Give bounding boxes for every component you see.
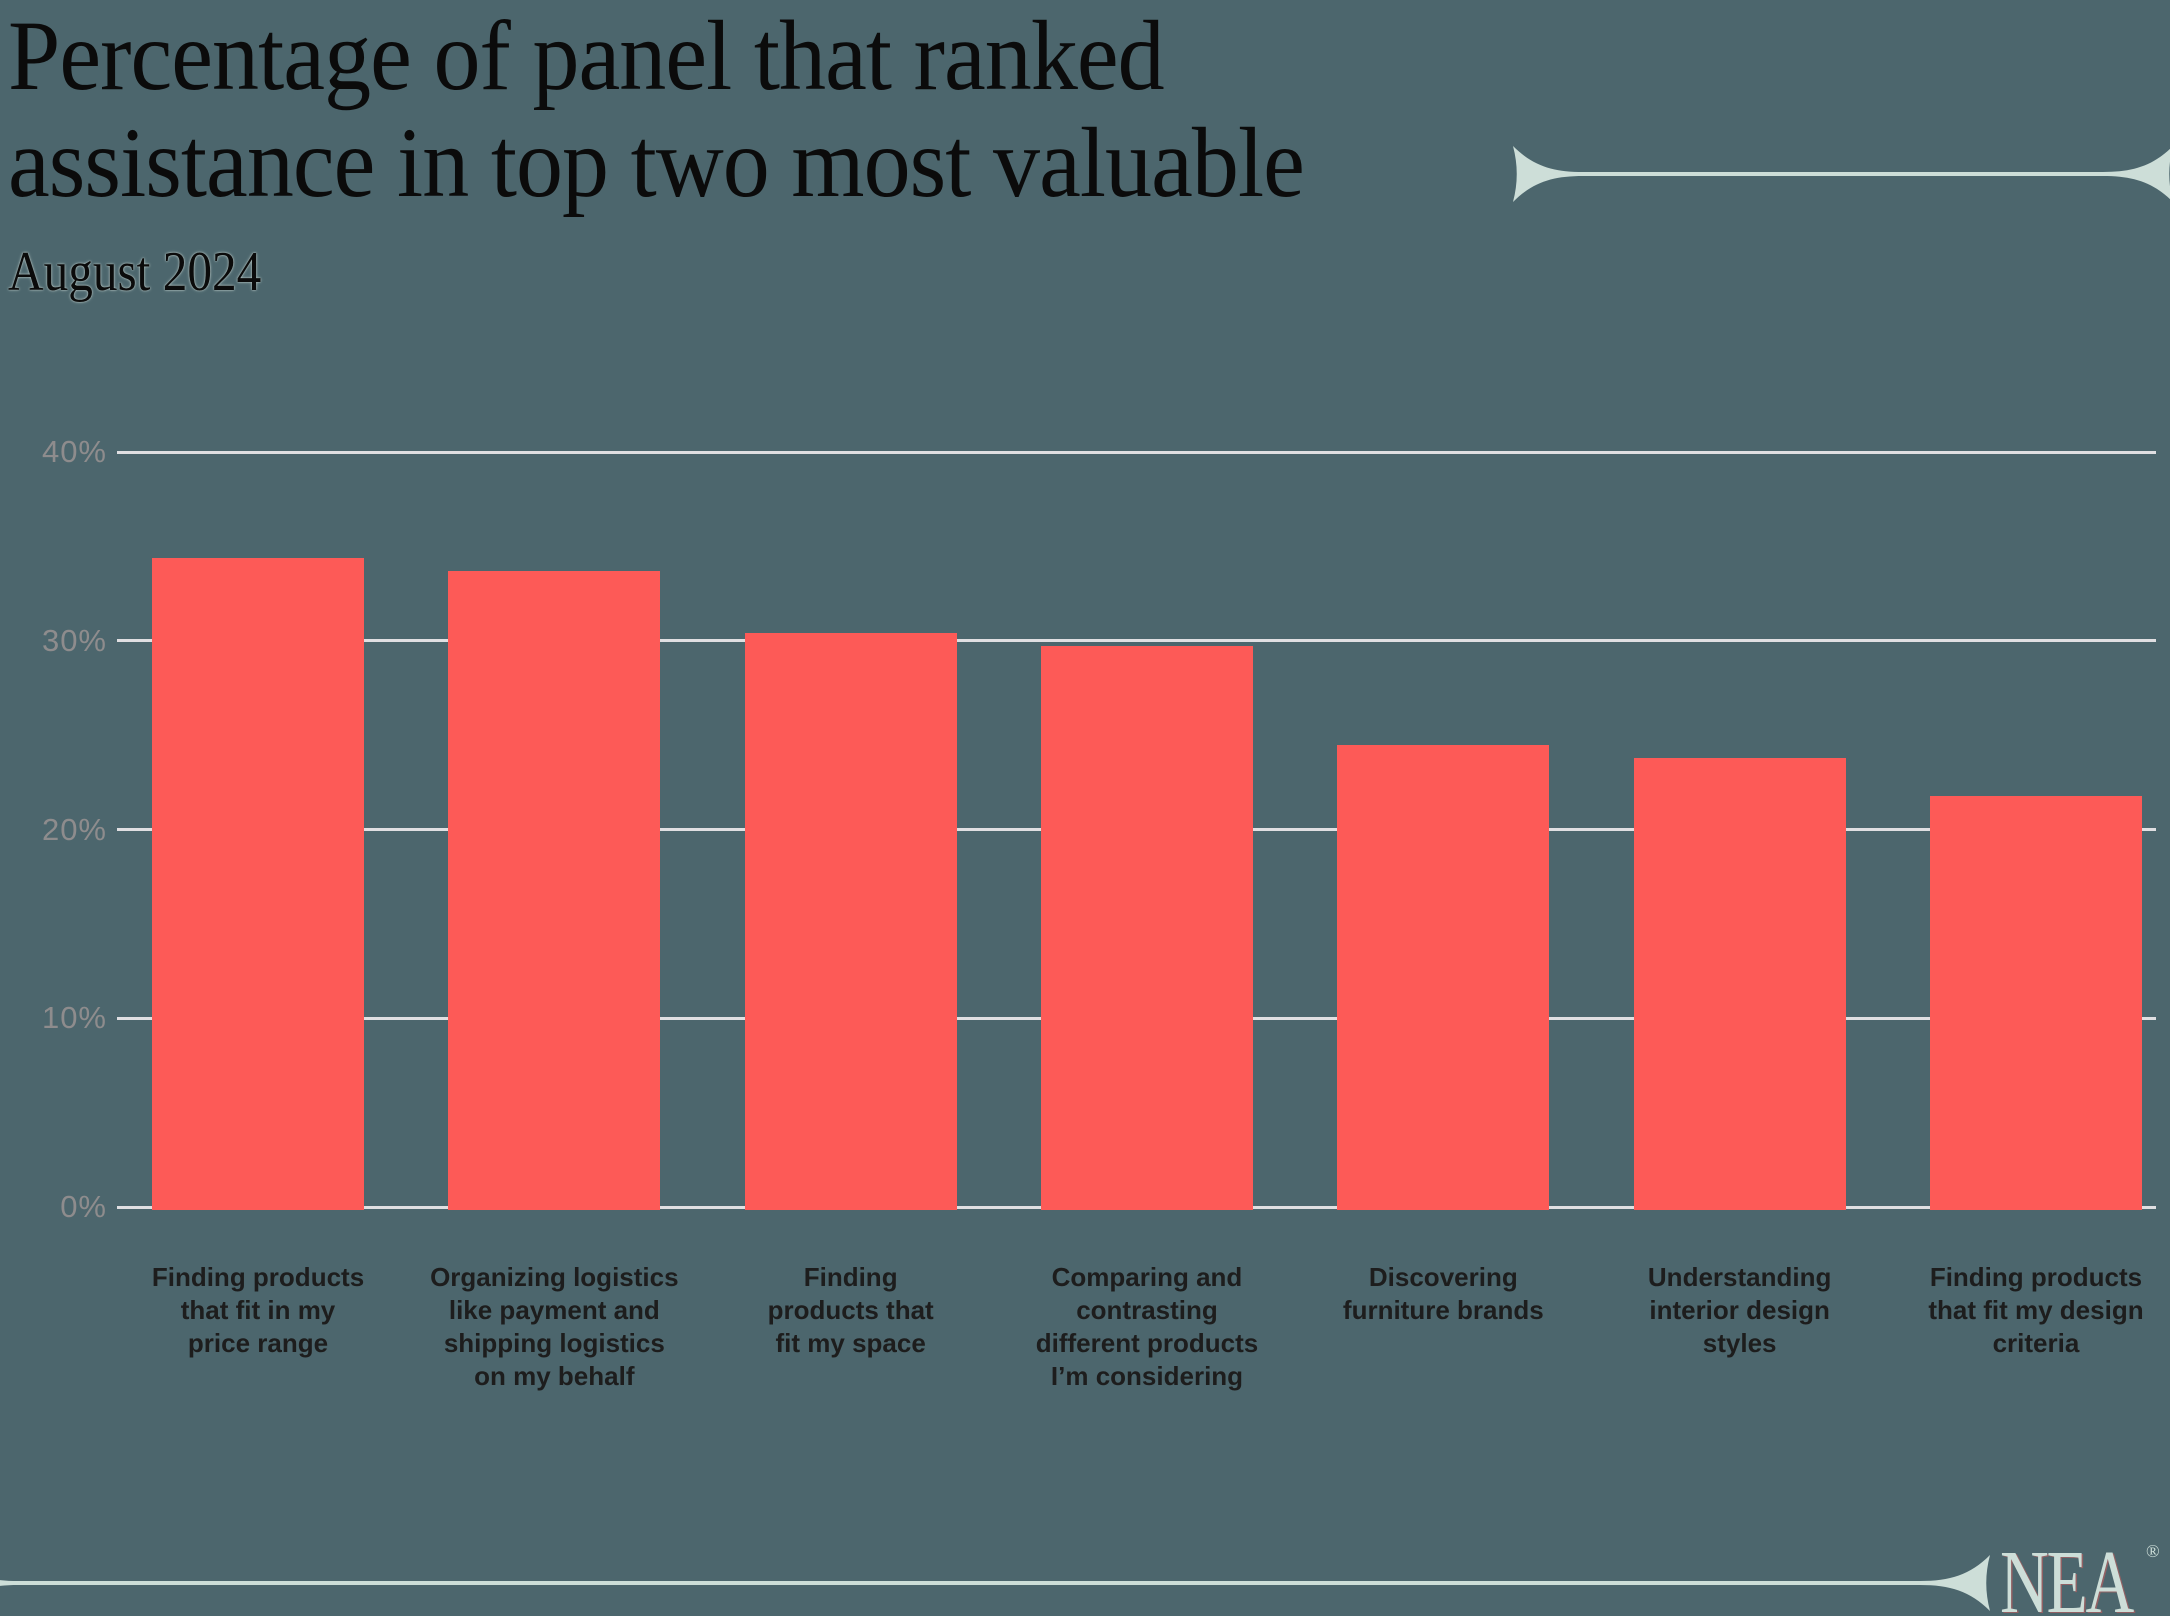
rule-flare-icon — [0, 1580, 18, 1586]
title-divider-rule — [1572, 172, 2106, 176]
rule-flare-icon — [1920, 1555, 1990, 1611]
gridline-30% — [117, 639, 2156, 643]
x-axis-category-label: Organizing logistics like payment and sh… — [430, 1262, 679, 1391]
nea-logo: NEA — [2000, 1533, 2134, 1616]
x-axis-category-label: Finding products that fit my space — [767, 1262, 934, 1358]
x-axis-category-label: Understanding interior design styles — [1647, 1262, 1832, 1358]
y-axis-tick-label: 30% — [41, 622, 107, 658]
chart-subtitle: August 2024 — [8, 241, 262, 303]
bar-2 — [448, 570, 661, 1210]
chart-title-line-2: assistance in top two most valuable — [8, 107, 1305, 218]
bar-4 — [1040, 646, 1253, 1210]
x-axis-category-label: Finding products that fit in my price ra… — [151, 1262, 365, 1358]
rule-flare-icon — [2103, 146, 2170, 202]
x-axis-category-label: Comparing and contrasting different prod… — [1035, 1262, 1259, 1391]
y-axis-tick-label: 10% — [41, 1000, 107, 1036]
x-axis-category-label: Finding products that fit my design crit… — [1928, 1262, 2144, 1358]
bar-7 — [1929, 795, 2142, 1210]
x-axis-category-label: Discovering furniture brands — [1342, 1262, 1544, 1325]
bar-6 — [1633, 757, 1846, 1210]
y-axis-tick-label: 40% — [41, 434, 107, 469]
chart-title: Percentage of panel that ranked assistan… — [8, 0, 1305, 218]
bar-1 — [152, 557, 364, 1210]
bar-3 — [744, 633, 957, 1210]
rule-flare-icon — [1513, 146, 1583, 202]
footer-divider-rule — [14, 1581, 1924, 1585]
y-axis-tick-label: 0% — [60, 1189, 107, 1224]
gridline-40% — [117, 450, 2156, 454]
y-axis-tick-label: 20% — [41, 811, 107, 847]
registered-trademark-icon: ® — [2146, 1541, 2160, 1561]
bar-5 — [1337, 744, 1550, 1210]
chart-title-line-1: Percentage of panel that ranked — [8, 0, 1165, 111]
